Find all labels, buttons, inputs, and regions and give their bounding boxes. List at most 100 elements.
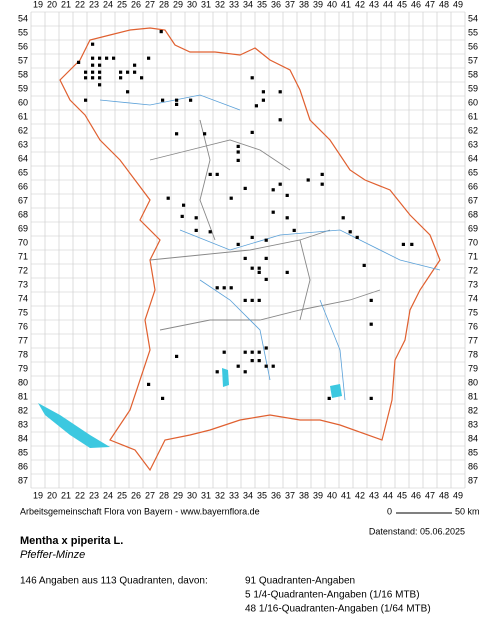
record (369, 298, 373, 302)
column-label: 35 (257, 0, 267, 9)
column-label: 40 (327, 0, 337, 9)
record (236, 364, 240, 368)
record (285, 216, 289, 220)
summary-total: 146 Angaben aus 113 Quadranten, davon: (20, 576, 208, 587)
row-label: 84 (468, 433, 478, 443)
row-label: 87 (468, 475, 478, 485)
row-label: 64 (18, 153, 28, 163)
record (250, 266, 254, 270)
column-label: 35 (257, 490, 267, 500)
record (112, 56, 116, 60)
record (91, 70, 95, 74)
column-label: 34 (243, 490, 253, 500)
row-label: 83 (18, 419, 28, 429)
record (175, 98, 179, 102)
record (250, 130, 254, 134)
row-label: 70 (468, 237, 478, 247)
record (91, 76, 95, 80)
record (362, 263, 366, 267)
record (236, 150, 240, 154)
row-label: 83 (468, 419, 478, 429)
row-label: 65 (18, 167, 28, 177)
row-label: 73 (468, 279, 478, 289)
record (180, 214, 184, 218)
column-label: 45 (397, 490, 407, 500)
column-label: 38 (299, 490, 309, 500)
column-label: 37 (285, 0, 295, 9)
summary-item: 91 Quadranten-Angaben (245, 576, 355, 587)
record (250, 350, 254, 354)
record (126, 90, 130, 94)
row-label: 55 (468, 27, 478, 37)
record (243, 298, 247, 302)
record (105, 56, 109, 60)
column-label: 27 (145, 490, 155, 500)
column-label: 47 (425, 0, 435, 9)
row-label: 71 (18, 251, 28, 261)
record (126, 70, 130, 74)
row-label: 54 (468, 13, 478, 23)
record (257, 270, 261, 274)
row-label: 80 (18, 377, 28, 387)
column-label: 42 (355, 490, 365, 500)
record (229, 286, 233, 290)
record (119, 70, 123, 74)
summary-item: 48 1/16-Quadranten-Angaben (1/64 MTB) (245, 604, 431, 615)
column-label: 32 (215, 490, 225, 500)
column-label: 37 (285, 490, 295, 500)
record (84, 76, 88, 80)
record (264, 277, 268, 281)
record (306, 178, 310, 182)
row-label: 60 (468, 97, 478, 107)
row-label: 61 (18, 111, 28, 121)
row-label: 56 (468, 41, 478, 51)
record (77, 60, 81, 64)
row-label: 81 (18, 391, 28, 401)
row-label: 82 (18, 405, 28, 415)
column-label: 23 (89, 0, 99, 9)
row-label: 71 (468, 251, 478, 261)
column-label: 40 (327, 490, 337, 500)
record (250, 359, 254, 363)
column-label: 30 (187, 490, 197, 500)
row-label: 68 (468, 209, 478, 219)
record (161, 396, 165, 400)
row-label: 58 (18, 69, 28, 79)
column-label: 41 (341, 0, 351, 9)
column-label: 42 (355, 0, 365, 9)
record (194, 216, 198, 220)
column-label: 29 (173, 490, 183, 500)
column-label: 28 (159, 0, 169, 9)
row-label: 84 (18, 433, 28, 443)
column-label: 44 (383, 0, 393, 9)
row-label: 75 (468, 307, 478, 317)
row-label: 85 (468, 447, 478, 457)
row-label: 77 (18, 335, 28, 345)
row-label: 86 (18, 461, 28, 471)
column-label: 29 (173, 0, 183, 9)
column-label: 19 (33, 490, 43, 500)
row-label: 67 (18, 195, 28, 205)
column-label: 31 (201, 0, 211, 9)
row-label: 81 (468, 391, 478, 401)
record (355, 235, 359, 239)
column-label: 45 (397, 0, 407, 9)
record (189, 98, 193, 102)
row-label: 70 (18, 237, 28, 247)
record (147, 56, 151, 60)
record (243, 370, 247, 374)
column-label: 22 (75, 490, 85, 500)
row-label: 78 (18, 349, 28, 359)
column-label: 47 (425, 490, 435, 500)
row-label: 80 (468, 377, 478, 387)
record (222, 350, 226, 354)
row-label: 85 (18, 447, 28, 457)
record (261, 98, 265, 102)
record (320, 182, 324, 186)
column-label: 20 (47, 0, 57, 9)
record (208, 172, 212, 176)
column-label: 49 (453, 0, 463, 9)
row-label: 65 (468, 167, 478, 177)
record (98, 63, 102, 67)
scale-start: 0 (387, 506, 392, 516)
